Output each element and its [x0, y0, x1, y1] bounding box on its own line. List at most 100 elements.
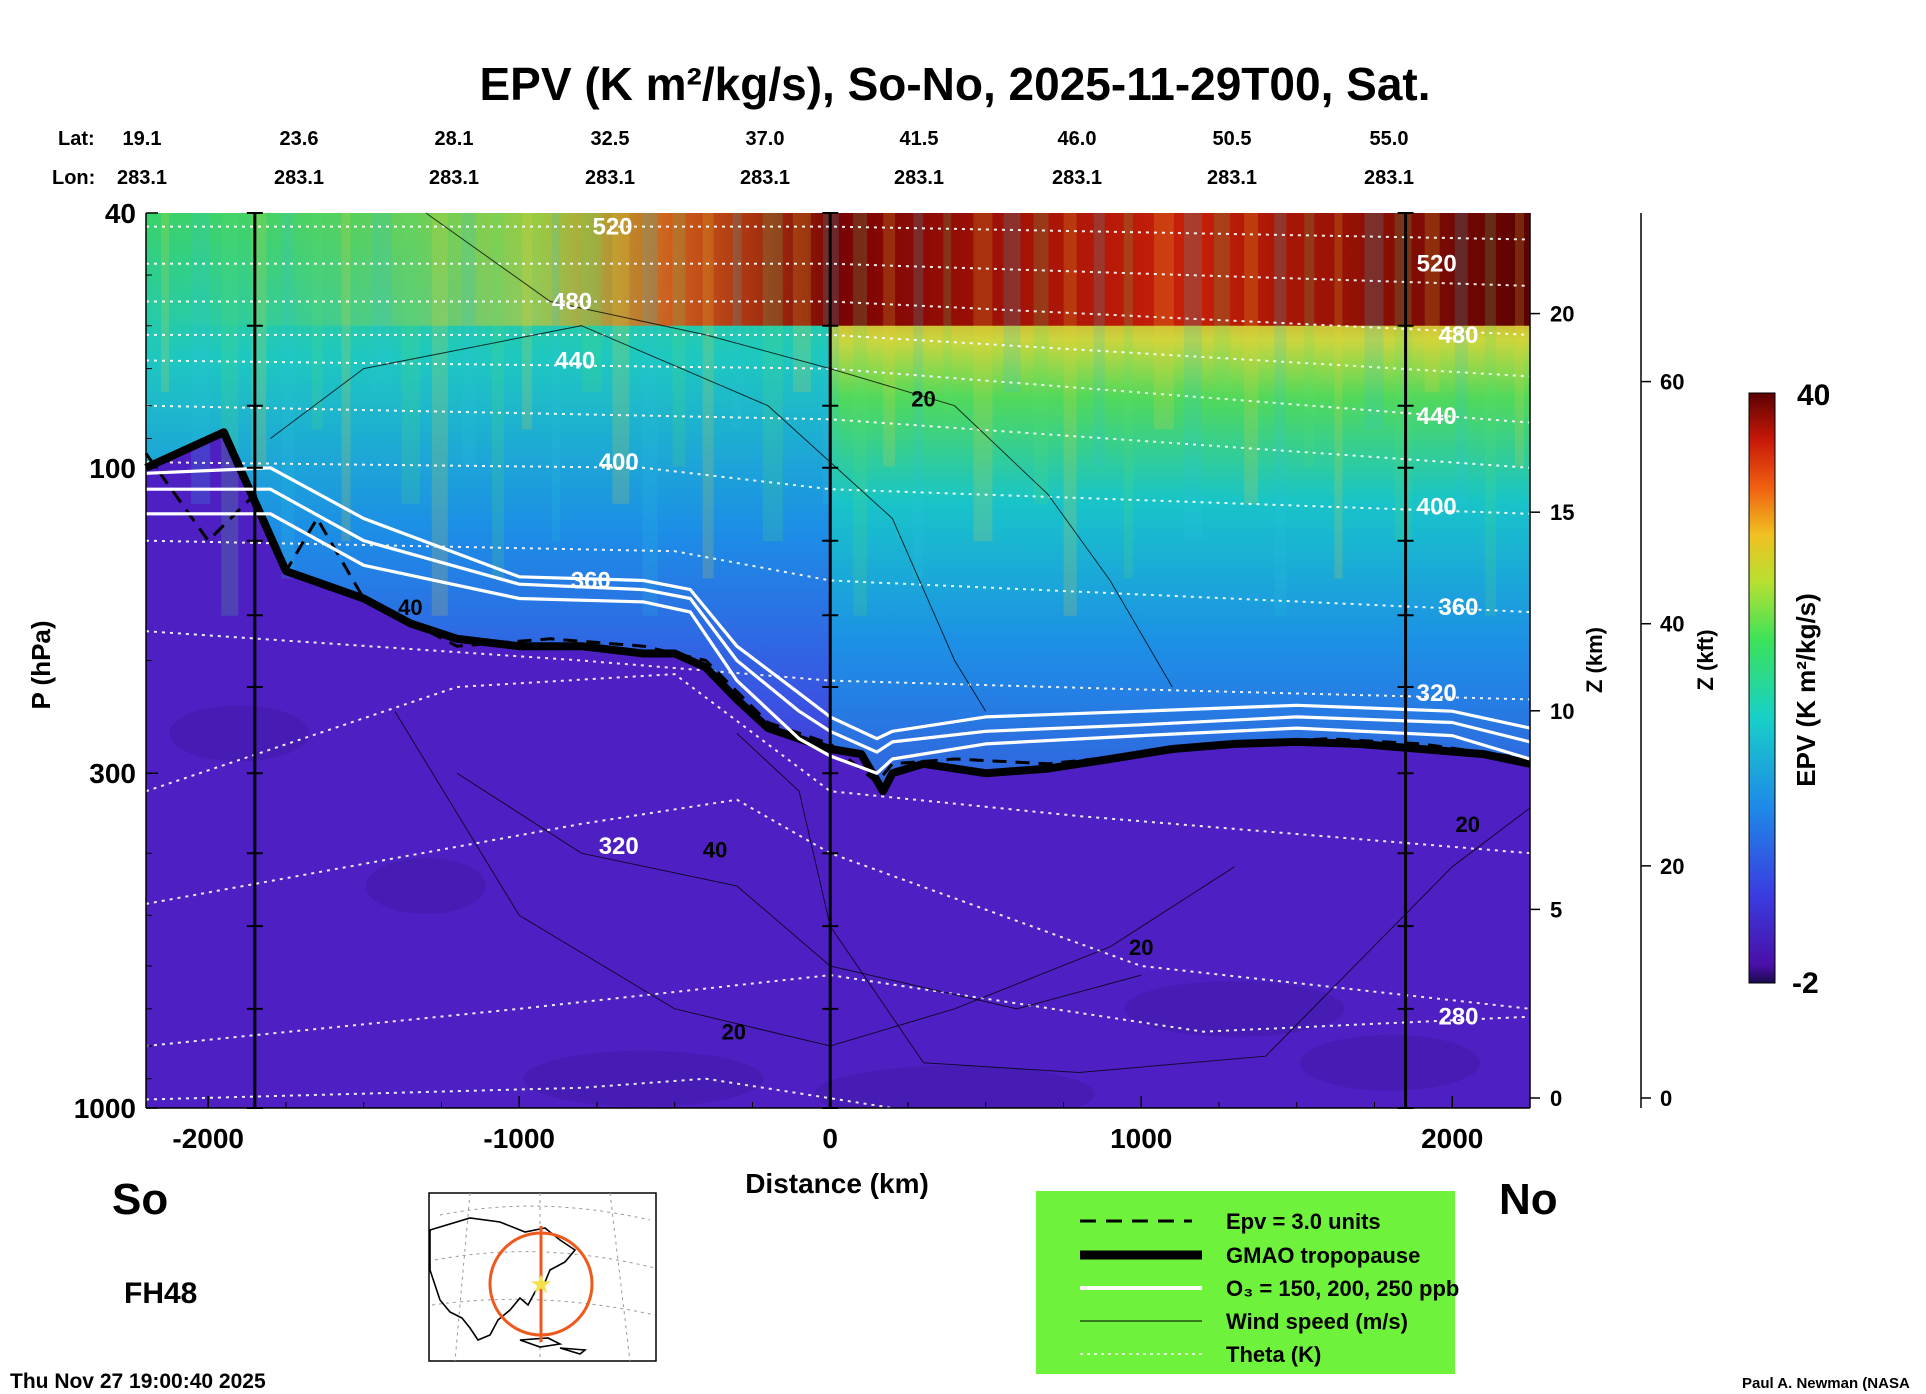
y-axis-label: P (hPa): [26, 620, 56, 709]
low-epv-patch: [169, 705, 310, 762]
colorbar-min-label: -2: [1792, 967, 1819, 1000]
epv-streak: [853, 213, 868, 616]
lat-lon-header: Lat: Lon: 19.1 23.6 28.1 32.5 37.0 41.5 46.0 50.5…: [52, 128, 1414, 189]
epv-streak: [281, 213, 295, 579]
theta-label: 400: [1417, 494, 1457, 521]
lat-header-label: Lat:: [58, 128, 95, 150]
epv-streak: [1364, 213, 1384, 430]
wind-label: 20: [1456, 812, 1480, 837]
z-kft-tick-label: 0: [1660, 1086, 1672, 1111]
z-kft-axis-label: Z (kft): [1693, 629, 1718, 690]
epv-streak: [1454, 213, 1468, 504]
theta-label: 440: [555, 348, 595, 375]
epv-streak: [792, 213, 811, 392]
stratosphere-fill-north: [830, 213, 1530, 792]
legend-tropopause: GMAO tropopause: [1226, 1243, 1420, 1268]
legend: Epv = 3.0 units GMAO tropopause O₃ = 150…: [1036, 1191, 1459, 1374]
z-kft-tick-label: 60: [1660, 370, 1684, 395]
epv-streak: [1394, 213, 1412, 542]
theta-label: 400: [599, 449, 639, 476]
z-km-tick-label: 0: [1550, 1086, 1562, 1111]
epv-streak: [1424, 213, 1440, 392]
epv-streak: [973, 213, 993, 542]
low-epv-patch: [1300, 1034, 1481, 1091]
epv-streak: [1184, 213, 1202, 542]
x-tick-label: -1000: [483, 1123, 555, 1154]
epv-streak: [1123, 213, 1133, 579]
z-km-tick-label: 20: [1550, 302, 1574, 327]
colorbar-title: EPV (K m²/kg/s): [1791, 593, 1821, 787]
lat-tick-label: 55.0: [1370, 128, 1409, 150]
z-km-tick-label: 10: [1550, 699, 1574, 724]
theta-label: 480: [1438, 322, 1478, 349]
epv-streak: [1093, 213, 1105, 467]
z-kft-tick-label: 20: [1660, 854, 1684, 879]
y-tick-label: 40: [105, 198, 136, 229]
lat-tick-label: 19.1: [123, 128, 162, 150]
epv-streak: [883, 213, 896, 467]
theta-label: 480: [552, 289, 592, 316]
lon-tick-label: 283.1: [894, 167, 944, 189]
epv-streak: [1153, 213, 1174, 430]
x-tick-label: 1000: [1110, 1123, 1172, 1154]
epv-streak: [1484, 213, 1496, 616]
theta-label: 520: [592, 214, 632, 241]
lat-tick-label: 50.5: [1213, 128, 1252, 150]
lat-tick-label: 32.5: [591, 128, 630, 150]
low-epv-patch: [365, 857, 486, 914]
epv-streak: [221, 213, 239, 616]
x-axis-label: Distance (km): [745, 1168, 929, 1199]
theta-label: 440: [1417, 403, 1457, 430]
track-star: ★: [529, 1270, 552, 1300]
epv-streak: [732, 213, 742, 430]
z-km-tick-label: 5: [1550, 897, 1562, 922]
theta-label: 320: [599, 833, 639, 860]
epv-streak: [1304, 213, 1315, 467]
low-epv-patch: [814, 1065, 1095, 1108]
epv-streak: [943, 213, 952, 430]
epv-streak: [1214, 213, 1231, 392]
timestamp: Thu Nov 27 19:00:40 2025: [10, 1370, 266, 1393]
series-line: [145, 466, 1531, 741]
epv-streak: [371, 213, 392, 392]
epv-streak: [341, 213, 351, 542]
plot-overlay: 520 480 440 400 360 320 520 480 440 400 360 320 280 2…: [144, 212, 1531, 1109]
wind-label: 40: [398, 595, 422, 620]
x-tick-label: 2000: [1421, 1123, 1483, 1154]
wind-label: 20: [911, 387, 935, 412]
wind-speed-contour: [425, 212, 1173, 688]
theta-label: 520: [1417, 251, 1457, 278]
wind-speed-contour: [270, 325, 987, 712]
theta-label: 360: [571, 568, 611, 595]
wind-label: 20: [1129, 935, 1153, 960]
plot-area: [146, 213, 1530, 1108]
colorbar-max-label: 40: [1797, 379, 1830, 412]
lon-tick-label: 283.1: [585, 167, 635, 189]
forecast-hour-label: FH48: [124, 1277, 197, 1310]
theta-isentrope: [145, 673, 1531, 855]
epv-streak: [552, 213, 561, 542]
epv-streak: [642, 213, 658, 616]
epv-streak: [161, 213, 170, 392]
lon-tick-label: 283.1: [1364, 167, 1414, 189]
series-line: [146, 487, 1531, 754]
z-km-axis-label: Z (km): [1582, 627, 1607, 693]
colorbar: 40 -2 EPV (K m²/kg/s): [1748, 379, 1830, 1000]
theta-isentrope: [145, 359, 1531, 424]
epv-streak: [913, 213, 924, 579]
epv-streak: [762, 213, 783, 542]
theta-isentrope: [145, 630, 1531, 701]
theta-label: 360: [1438, 594, 1478, 621]
theta-isentrope: [145, 798, 1531, 1010]
lon-tick-label: 283.1: [274, 167, 324, 189]
theta-isentrope: [145, 974, 1531, 1047]
lat-tick-label: 41.5: [900, 128, 939, 150]
lon-tick-label: 283.1: [1207, 167, 1257, 189]
epv-streak: [672, 213, 686, 467]
series-line: [144, 452, 1531, 784]
credit: Paul A. Newman (NASA: [1742, 1375, 1910, 1392]
epv-streak: [461, 213, 476, 467]
high-epv-band: [146, 213, 1530, 326]
theta-label: 280: [1438, 1004, 1478, 1031]
